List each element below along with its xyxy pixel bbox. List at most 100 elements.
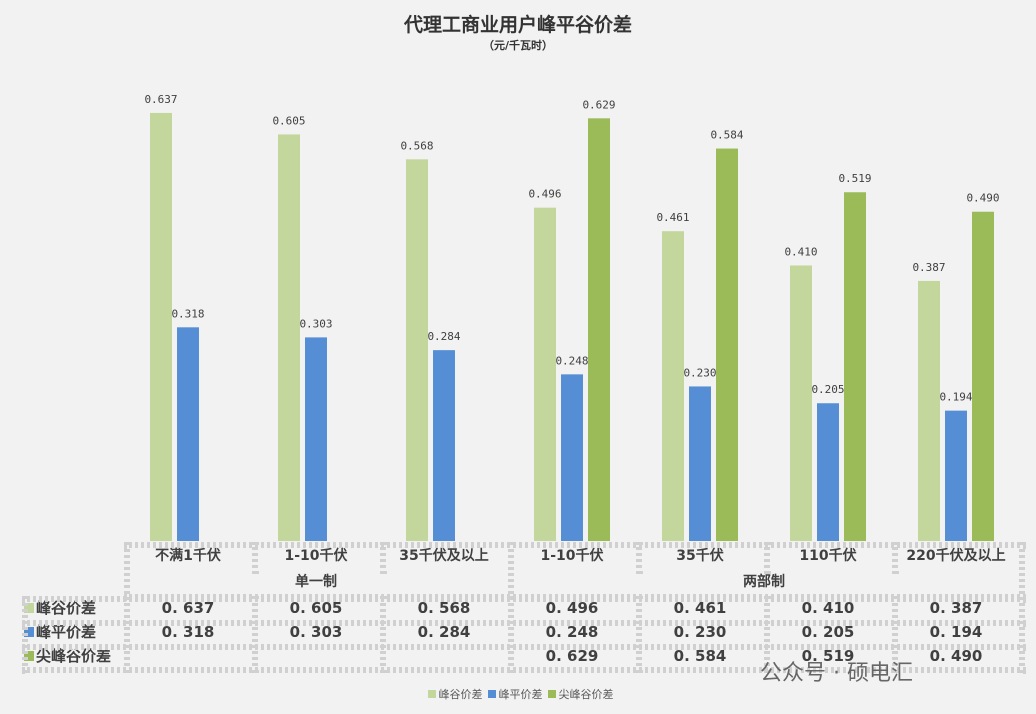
table-cell: 0. 519: [801, 647, 855, 665]
table-gridline: [636, 596, 642, 673]
data-label: 0.205: [811, 383, 844, 396]
table-gridline: [22, 596, 1026, 602]
plot-area: 0.637 0.605 0.568 0.496 0.461 0.410 0.387 0.318…: [144, 93, 1000, 542]
table-cell: 0. 303: [289, 623, 343, 641]
legend-entry: 峰谷价差: [438, 688, 483, 701]
data-label: 0.303: [299, 317, 332, 330]
legend-swatch: [487, 690, 496, 698]
bar-2-5: [844, 192, 866, 541]
legend-swatch: [547, 690, 556, 698]
table-gridline: [22, 596, 28, 673]
table-cell: 0. 387: [929, 599, 983, 617]
table-cell: 0. 637: [161, 599, 215, 617]
category-label: 35千伏及以上: [399, 548, 489, 564]
chart-title: 代理工商业用户峰平谷价差: [403, 14, 632, 36]
table-gridline: [380, 542, 386, 574]
data-label: 0.490: [966, 192, 999, 205]
bar-0-5: [790, 265, 812, 541]
bar-0-3: [534, 207, 556, 542]
legend-entry: 尖峰谷价差: [558, 688, 614, 701]
table-gridline: [124, 542, 130, 673]
table-cell: 0. 194: [929, 623, 983, 641]
data-label: 0.318: [171, 307, 204, 320]
table-cell: 0. 318: [161, 623, 215, 641]
table-gridline: [124, 542, 1026, 548]
group-label: 两部制: [743, 574, 785, 590]
table-gridline: [1019, 542, 1025, 673]
table-gridline: [252, 596, 258, 673]
series-row-label: 峰谷价差: [24, 596, 124, 620]
bar-2-4: [716, 148, 738, 541]
data-label: 0.629: [582, 98, 615, 111]
data-label: 0.248: [555, 354, 588, 367]
table-gridline: [252, 542, 258, 574]
table-gridline: [508, 596, 514, 673]
category-label: 不满1千伏: [155, 548, 221, 564]
series-name: 峰平价差: [36, 623, 97, 641]
group-label: 单一制: [295, 574, 337, 590]
table-cell: 0. 248: [545, 623, 599, 641]
data-label: 0.461: [656, 211, 689, 224]
table-cell: 0. 410: [801, 599, 855, 617]
table-cell: 0. 461: [673, 599, 727, 617]
table-cell: 0. 205: [801, 623, 855, 641]
table-cell: 0. 230: [673, 623, 727, 641]
watermark: 公众号 · 硕电汇: [760, 661, 913, 686]
data-label: 0.584: [710, 129, 743, 142]
data-label: 0.194: [939, 391, 972, 404]
legend: 峰谷价差 峰平价差 尖峰谷价差: [0, 686, 1036, 702]
bar-1-4: [689, 386, 711, 541]
series-row-label: 峰平价差: [24, 620, 124, 644]
legend-entry: 峰平价差: [498, 688, 543, 701]
bar-1-0: [177, 327, 199, 541]
bar-1-6: [945, 410, 967, 541]
legend-swatch: [427, 690, 436, 698]
data-label: 0.637: [144, 93, 177, 106]
data-label: 0.519: [838, 172, 871, 185]
table-cell: 0. 605: [289, 599, 343, 617]
bar-1-3: [561, 374, 583, 541]
table-cell: 0. 496: [545, 599, 599, 617]
table-cell: 0. 629: [545, 647, 599, 665]
chart-subtitle: （元/千瓦时）: [482, 39, 554, 52]
legend-swatch: [24, 651, 34, 661]
bar-1-2: [433, 350, 455, 541]
legend-swatch: [24, 627, 34, 637]
bar-0-1: [278, 134, 300, 541]
data-label: 0.410: [784, 245, 817, 258]
table-gridline: [892, 596, 898, 673]
series-name: 峰谷价差: [36, 599, 97, 617]
table-gridline: [22, 644, 1026, 650]
table-gridline: [380, 596, 386, 673]
data-label: 0.568: [400, 139, 433, 152]
bar-1-1: [305, 337, 327, 541]
bar-1-5: [817, 403, 839, 541]
category-label: 110千伏: [799, 548, 857, 564]
table-cell: 0. 284: [417, 623, 471, 641]
bar-0-6: [918, 280, 940, 541]
table-cell: 0. 568: [417, 599, 471, 617]
category-label: 1-10千伏: [540, 548, 604, 564]
table-cell: 0. 490: [929, 647, 983, 665]
legend-swatch: [24, 603, 34, 613]
bar-0-2: [406, 159, 428, 541]
category-label: 35千伏: [676, 548, 724, 564]
category-label: 220千伏及以上: [906, 548, 1006, 564]
data-label: 0.284: [427, 330, 460, 343]
table-gridline: [892, 542, 898, 574]
bar-0-4: [662, 231, 684, 541]
table-gridline: [636, 542, 642, 574]
bar-0-0: [150, 112, 172, 541]
data-label: 0.605: [272, 114, 305, 127]
data-label: 0.496: [528, 188, 561, 201]
series-row-label: 尖峰谷价差: [24, 644, 124, 668]
table-gridline: [764, 542, 770, 574]
table-gridline: [22, 620, 1026, 626]
table-cell: 0. 584: [673, 647, 727, 665]
series-name: 尖峰谷价差: [36, 647, 112, 665]
category-label: 1-10千伏: [284, 548, 348, 564]
table-gridline: [764, 596, 770, 673]
data-label: 0.230: [683, 366, 716, 379]
data-label: 0.387: [912, 261, 945, 274]
